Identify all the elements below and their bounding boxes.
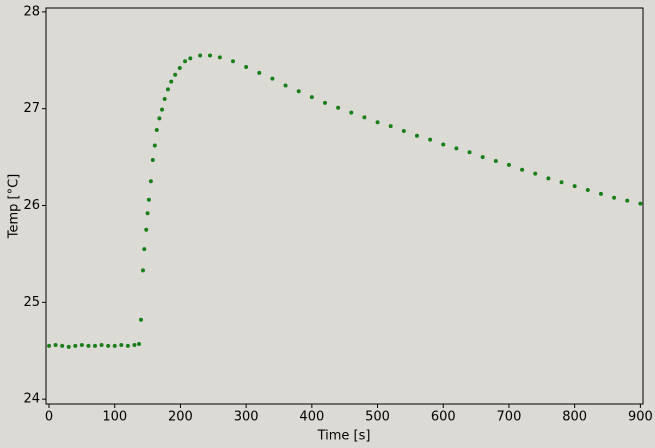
data-point — [336, 105, 341, 110]
data-point — [401, 128, 406, 133]
data-point — [208, 53, 213, 58]
data-point — [375, 120, 380, 125]
data-point — [79, 342, 84, 347]
data-point — [142, 247, 147, 252]
data-point — [169, 79, 174, 84]
data-point — [244, 65, 249, 70]
data-point — [493, 158, 498, 163]
data-point — [47, 343, 52, 348]
data-point — [157, 116, 162, 121]
data-point — [183, 59, 188, 64]
data-point — [125, 343, 130, 348]
data-point — [137, 341, 142, 346]
data-point — [66, 344, 71, 349]
data-point — [145, 211, 150, 216]
data-point — [480, 155, 485, 160]
x-tick-label: 700 — [497, 410, 522, 425]
data-point — [612, 195, 617, 200]
data-point — [598, 191, 603, 196]
y-axis-label: Temp [°C] — [7, 174, 22, 240]
x-tick-label: 600 — [431, 410, 456, 425]
data-point — [177, 66, 182, 71]
data-point — [150, 158, 155, 163]
x-tick-label: 500 — [365, 410, 390, 425]
data-point — [198, 53, 203, 58]
data-point — [217, 55, 222, 60]
data-point — [160, 107, 165, 112]
data-point — [148, 179, 153, 184]
x-tick-label: 300 — [234, 410, 259, 425]
data-point — [173, 72, 178, 77]
data-point — [625, 198, 630, 203]
data-point — [73, 343, 78, 348]
data-point — [441, 142, 446, 147]
data-point — [140, 268, 145, 273]
data-point — [559, 180, 564, 185]
data-point — [520, 167, 525, 172]
data-point — [362, 115, 367, 120]
data-point — [165, 87, 170, 92]
y-tick-label: 25 — [23, 295, 40, 310]
data-point — [428, 137, 433, 142]
x-tick-label: 100 — [102, 410, 127, 425]
data-point — [388, 124, 393, 129]
data-point — [322, 100, 327, 105]
x-tick-label: 900 — [628, 410, 653, 425]
data-point — [106, 343, 111, 348]
data-point — [132, 342, 137, 347]
data-point — [349, 110, 354, 115]
data-point — [119, 342, 124, 347]
data-point — [309, 95, 314, 100]
data-point — [506, 162, 511, 167]
data-point — [572, 184, 577, 189]
x-axis-label: Time [s] — [317, 429, 371, 444]
data-point — [585, 188, 590, 193]
data-point — [139, 317, 144, 322]
plot-area — [45, 7, 644, 405]
data-point — [296, 89, 301, 94]
data-point — [86, 343, 91, 348]
data-point — [154, 127, 159, 132]
data-point — [638, 201, 643, 206]
y-tick-label: 26 — [23, 198, 40, 213]
x-tick-label: 0 — [45, 410, 53, 425]
data-point — [533, 171, 538, 176]
data-point — [162, 97, 167, 102]
data-point — [467, 150, 472, 155]
data-point — [146, 197, 151, 202]
data-point — [93, 343, 98, 348]
data-point — [99, 342, 104, 347]
data-point — [454, 146, 459, 151]
data-point — [53, 342, 58, 347]
data-point — [546, 176, 551, 181]
data-point — [112, 343, 117, 348]
data-point — [257, 70, 262, 75]
data-point — [230, 59, 235, 64]
data-point — [414, 133, 419, 138]
y-tick-label: 24 — [23, 392, 40, 407]
data-point — [270, 76, 275, 81]
data-point — [283, 83, 288, 88]
y-tick-label: 28 — [23, 4, 40, 19]
y-tick-label: 27 — [23, 101, 40, 116]
data-point — [152, 143, 157, 148]
data-point — [60, 343, 65, 348]
data-point — [188, 56, 193, 61]
x-tick-label: 800 — [562, 410, 587, 425]
x-tick-label: 400 — [299, 410, 324, 425]
data-point — [144, 227, 149, 232]
x-tick-label: 200 — [168, 410, 193, 425]
